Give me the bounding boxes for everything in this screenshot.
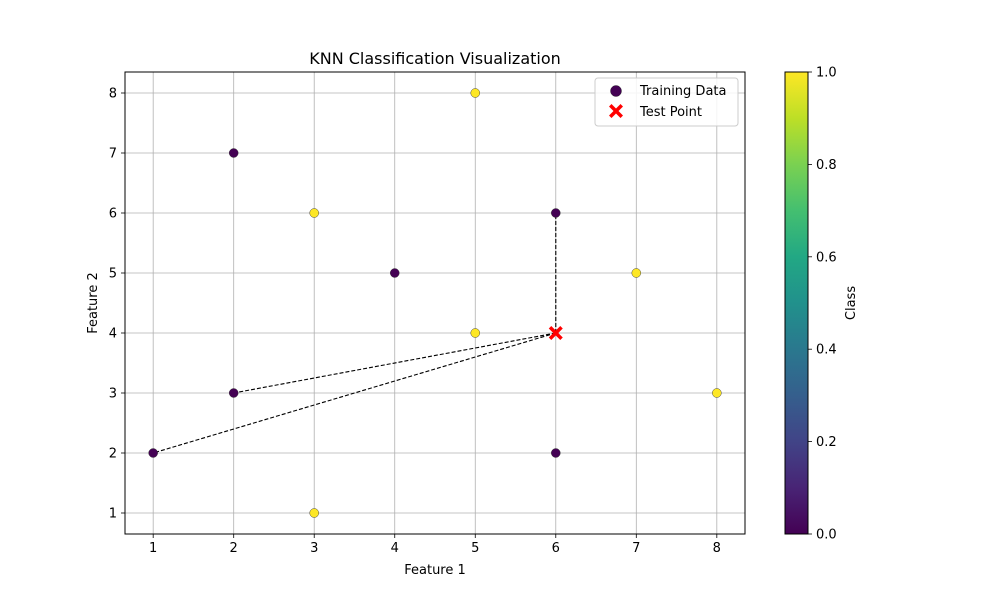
y-tick-label: 8: [109, 87, 117, 102]
colorbar-tick-label: 0.0: [816, 528, 837, 543]
colorbar-tick-label: 0.4: [816, 343, 837, 358]
y-axis-label: Feature 2: [86, 272, 101, 334]
neighbor-line: [233, 332, 556, 394]
training-point: [712, 388, 722, 398]
colorbar: [784, 71, 809, 535]
y-tick-label: 4: [109, 327, 117, 342]
x-tick-label: 5: [471, 541, 479, 556]
grid-lines: [125, 72, 745, 534]
x-tick-label: 7: [632, 541, 640, 556]
training-point: [309, 508, 319, 518]
training-point: [148, 448, 158, 458]
neighbor-line: [153, 332, 556, 454]
colorbar-tick-label: 0.6: [816, 250, 837, 265]
colorbar-tick-label: 0.2: [816, 435, 837, 450]
training-point: [390, 268, 400, 278]
data-points: [148, 88, 722, 518]
y-tick-label: 7: [109, 147, 117, 162]
x-tick-label: 3: [310, 541, 318, 556]
y-tick-label: 3: [109, 387, 117, 402]
legend: Training Data Test Point: [594, 77, 739, 127]
x-tick-label: 8: [713, 541, 721, 556]
training-point: [551, 448, 561, 458]
legend-test-label: Test Point: [639, 105, 702, 120]
colorbar-label: Class: [844, 286, 859, 320]
x-tick-label: 6: [552, 541, 560, 556]
training-point: [309, 208, 319, 218]
training-point: [631, 268, 641, 278]
y-tick-label: 6: [109, 207, 117, 222]
training-point: [470, 328, 480, 338]
legend-training-marker: [610, 85, 622, 97]
x-axis-ticks: 1 2 3 4 5 6 7 8: [149, 534, 721, 556]
colorbar-tick-label: 1.0: [816, 66, 837, 81]
plot-frame: [124, 71, 746, 535]
neighbor-lines: [153, 213, 557, 454]
x-tick-label: 2: [230, 541, 238, 556]
colorbar-tick-label: 0.8: [816, 158, 837, 173]
x-tick-label: 1: [149, 541, 157, 556]
test-point: [548, 326, 563, 340]
y-axis-ticks: 1 2 3 4 5 6 7 8: [109, 87, 125, 522]
legend-training-label: Training Data: [639, 84, 726, 99]
y-tick-label: 2: [109, 447, 117, 462]
y-tick-label: 1: [109, 507, 117, 522]
colorbar-ticks: 0.0 0.2 0.4 0.6 0.8 1.0: [808, 66, 837, 543]
training-point: [551, 208, 561, 218]
y-tick-label: 5: [109, 267, 117, 282]
training-point: [229, 388, 239, 398]
training-point: [470, 88, 480, 98]
x-axis-label: Feature 1: [404, 563, 466, 578]
training-point: [229, 148, 239, 158]
legend-box: [594, 77, 739, 127]
chart-title: KNN Classification Visualization: [309, 49, 561, 68]
legend-test-marker: [609, 104, 623, 118]
x-tick-label: 4: [391, 541, 399, 556]
